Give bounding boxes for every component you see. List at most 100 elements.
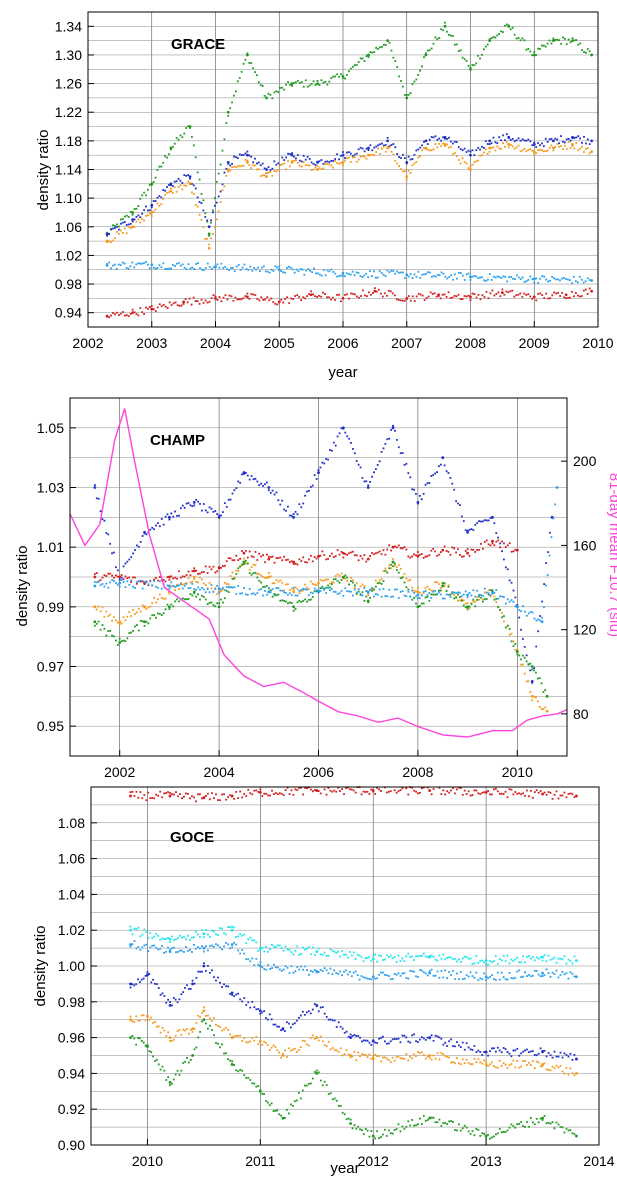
data-point	[237, 570, 240, 572]
data-point	[322, 162, 325, 165]
data-point	[392, 565, 394, 568]
data-point	[122, 616, 125, 619]
data-point	[246, 562, 249, 565]
data-point	[359, 57, 362, 60]
data-point	[450, 274, 453, 277]
data-point	[570, 282, 573, 285]
data-point	[306, 969, 308, 971]
data-point	[294, 970, 297, 973]
data-point	[289, 266, 292, 269]
data-point	[501, 550, 503, 553]
data-point	[200, 571, 203, 574]
data-point	[153, 614, 156, 616]
data-point	[233, 489, 236, 492]
data-point	[569, 971, 572, 974]
data-point	[243, 933, 246, 936]
data-point	[506, 796, 509, 799]
data-point	[340, 550, 343, 553]
data-point	[409, 476, 412, 479]
data-point	[267, 575, 271, 579]
data-point	[108, 240, 110, 243]
data-point	[555, 969, 558, 972]
data-point	[187, 587, 190, 590]
data-point	[193, 796, 195, 799]
data-point	[423, 56, 425, 59]
data-point	[317, 790, 320, 792]
data-point	[474, 551, 477, 553]
data-point	[477, 979, 480, 982]
data-point	[251, 793, 254, 796]
data-point	[281, 559, 284, 562]
data-point	[549, 958, 552, 961]
data-point	[516, 648, 519, 651]
data-point	[231, 586, 234, 589]
data-point	[424, 1038, 427, 1041]
data-point	[434, 974, 437, 977]
data-point	[201, 970, 203, 973]
data-point	[351, 1055, 354, 1058]
data-point	[502, 1047, 505, 1049]
data-point	[470, 603, 473, 605]
data-point	[323, 1080, 326, 1083]
data-point	[489, 594, 492, 597]
data-point	[176, 583, 178, 586]
data-point	[187, 598, 190, 600]
data-point	[149, 946, 152, 949]
data-point	[322, 269, 325, 272]
data-point	[508, 276, 511, 278]
data-point	[460, 599, 463, 602]
data-point	[338, 432, 341, 435]
data-point	[460, 515, 463, 518]
data-point	[376, 977, 379, 980]
data-point	[484, 959, 488, 963]
data-point	[189, 593, 192, 596]
data-point	[515, 294, 518, 297]
data-point	[134, 587, 136, 589]
data-point	[296, 563, 299, 566]
data-point	[411, 83, 414, 86]
data-point	[288, 793, 291, 796]
data-point	[292, 953, 295, 956]
data-point	[235, 593, 238, 595]
data-point	[247, 1041, 250, 1044]
data-point	[272, 1023, 275, 1026]
data-point	[311, 1077, 314, 1080]
data-point	[133, 795, 136, 797]
data-point	[277, 499, 280, 502]
data-point	[111, 634, 113, 637]
data-point	[178, 1028, 181, 1031]
data-point	[287, 152, 289, 155]
data-point	[123, 215, 126, 218]
data-point	[215, 1023, 217, 1026]
data-point	[260, 588, 263, 590]
data-point	[257, 161, 260, 164]
data-point	[320, 159, 323, 161]
data-point	[418, 597, 421, 600]
data-point	[283, 589, 285, 592]
data-point	[535, 956, 538, 959]
data-point	[506, 280, 509, 283]
data-point	[245, 942, 248, 945]
data-point	[396, 153, 399, 155]
data-point	[466, 593, 469, 597]
data-point	[323, 587, 326, 590]
data-point	[203, 269, 205, 271]
data-point	[259, 961, 262, 964]
data-point	[187, 988, 190, 990]
data-point	[330, 580, 333, 583]
data-point	[362, 1133, 365, 1136]
data-point	[531, 796, 534, 799]
data-point	[149, 932, 152, 935]
data-point	[295, 81, 297, 84]
data-point	[482, 147, 485, 149]
data-point	[291, 1023, 294, 1026]
data-point	[160, 266, 163, 269]
y-tick-label: 1.05	[37, 420, 64, 436]
data-point	[535, 789, 538, 792]
data-point	[394, 545, 396, 548]
data-point	[432, 788, 435, 790]
data-point	[139, 1019, 141, 1022]
data-point	[155, 577, 157, 579]
data-point	[264, 585, 266, 588]
data-point	[152, 308, 155, 311]
